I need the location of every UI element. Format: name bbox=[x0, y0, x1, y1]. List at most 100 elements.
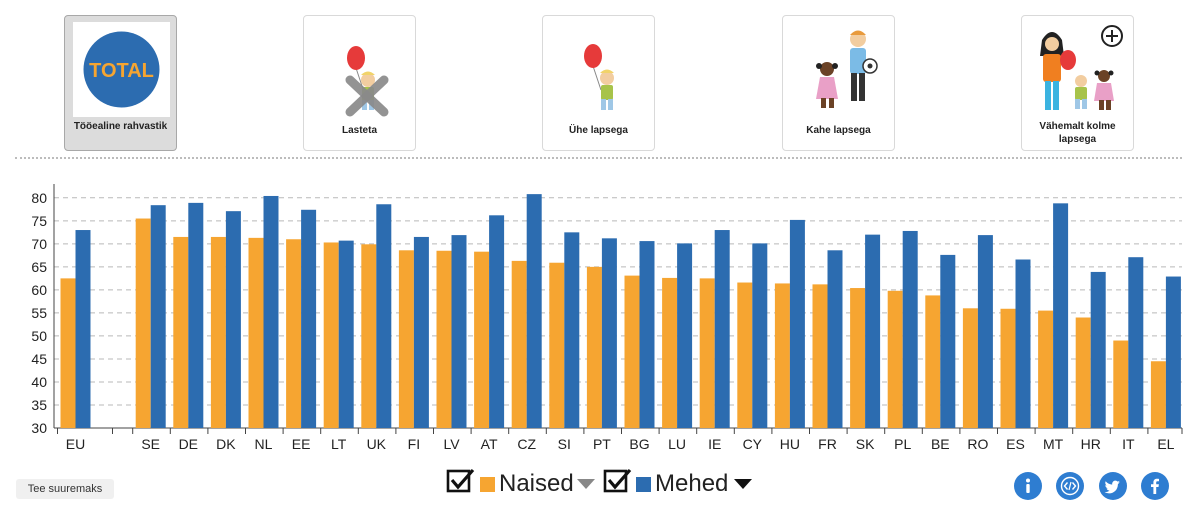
bar-naised-fi[interactable] bbox=[398, 250, 414, 428]
caret-down-icon[interactable] bbox=[734, 477, 752, 489]
tab-total[interactable]: TOTAL Tööealine rahvastik bbox=[64, 15, 177, 151]
y-tick-label: 55 bbox=[31, 305, 47, 321]
bar-mehed-lu[interactable] bbox=[677, 243, 693, 428]
x-tick-label-fi: FI bbox=[408, 436, 420, 452]
bar-mehed-el[interactable] bbox=[1165, 276, 1181, 428]
bar-mehed-cz[interactable] bbox=[526, 194, 542, 428]
bar-naised-pt[interactable] bbox=[586, 266, 602, 428]
bar-naised-be[interactable] bbox=[925, 295, 941, 428]
legend-item-mehed[interactable]: Mehed bbox=[603, 465, 763, 501]
one-child-icon bbox=[551, 22, 648, 117]
bar-naised-sk[interactable] bbox=[850, 288, 866, 428]
bar-mehed-nl[interactable] bbox=[263, 195, 279, 428]
x-tick-label-dk: DK bbox=[216, 436, 236, 452]
bar-naised-dk[interactable] bbox=[210, 236, 226, 428]
x-tick-label-uk: UK bbox=[367, 436, 387, 452]
bar-mehed-sk[interactable] bbox=[865, 234, 881, 428]
facebook-icon bbox=[1151, 478, 1159, 494]
bar-naised-de[interactable] bbox=[173, 236, 189, 428]
bar-mehed-ro[interactable] bbox=[977, 235, 993, 428]
info-button[interactable] bbox=[1014, 472, 1042, 500]
bar-mehed-bg[interactable] bbox=[639, 241, 655, 428]
bar-mehed-se[interactable] bbox=[150, 205, 166, 428]
bar-mehed-hr[interactable] bbox=[1090, 271, 1106, 428]
y-tick-label: 65 bbox=[31, 259, 47, 275]
bar-mehed-mt[interactable] bbox=[1053, 203, 1069, 428]
bar-naised-eu[interactable] bbox=[60, 278, 76, 428]
bar-naised-ie[interactable] bbox=[699, 278, 715, 428]
x-tick-label-ie: IE bbox=[708, 436, 721, 452]
bar-mehed-de[interactable] bbox=[188, 202, 204, 428]
caret-down-icon[interactable] bbox=[577, 477, 595, 489]
bar-naised-nl[interactable] bbox=[248, 237, 264, 428]
bar-mehed-lv[interactable] bbox=[451, 235, 467, 428]
checkbox-checked-icon[interactable] bbox=[603, 468, 633, 494]
bar-naised-hu[interactable] bbox=[774, 283, 790, 428]
bar-naised-es[interactable] bbox=[1000, 308, 1016, 428]
bar-mehed-es[interactable] bbox=[1015, 259, 1031, 428]
tab-kahe-lapsega[interactable]: Kahe lapsega bbox=[782, 15, 895, 151]
bar-mehed-at[interactable] bbox=[489, 215, 505, 428]
bar-naised-at[interactable] bbox=[474, 251, 490, 428]
bar-mehed-dk[interactable] bbox=[225, 211, 241, 428]
bar-mehed-it[interactable] bbox=[1128, 257, 1144, 428]
twitter-button[interactable] bbox=[1099, 472, 1127, 500]
legend-item-naised[interactable]: Naised bbox=[446, 465, 596, 501]
tab-lasteta[interactable]: Lasteta bbox=[303, 15, 416, 151]
bar-naised-el[interactable] bbox=[1150, 361, 1166, 428]
bar-mehed-ee[interactable] bbox=[301, 209, 317, 428]
bar-naised-pl[interactable] bbox=[887, 290, 903, 428]
x-tick-label-pt: PT bbox=[593, 436, 611, 452]
facebook-button[interactable] bbox=[1141, 472, 1169, 500]
x-tick-label-el: EL bbox=[1157, 436, 1174, 452]
bar-mehed-pt[interactable] bbox=[601, 238, 617, 428]
bar-naised-si[interactable] bbox=[549, 262, 565, 428]
checkbox-checked-icon[interactable] bbox=[446, 468, 476, 494]
bar-mehed-fi[interactable] bbox=[413, 236, 429, 428]
bar-mehed-ie[interactable] bbox=[714, 230, 730, 428]
bar-naised-fr[interactable] bbox=[812, 284, 828, 428]
bar-naised-se[interactable] bbox=[135, 218, 151, 428]
bar-mehed-fr[interactable] bbox=[827, 250, 843, 428]
bar-mehed-hu[interactable] bbox=[789, 219, 805, 428]
embed-button[interactable] bbox=[1056, 472, 1084, 500]
x-tick-label-ro: RO bbox=[967, 436, 988, 452]
bar-mehed-cy[interactable] bbox=[752, 243, 768, 428]
bar-naised-it[interactable] bbox=[1113, 340, 1129, 428]
x-tick-label-be: BE bbox=[931, 436, 950, 452]
bar-naised-cy[interactable] bbox=[737, 282, 753, 428]
total-badge-text: TOTAL bbox=[89, 60, 154, 82]
bar-naised-uk[interactable] bbox=[361, 244, 377, 428]
bar-mehed-be[interactable] bbox=[940, 254, 956, 428]
no-children-icon bbox=[312, 22, 409, 117]
tab-vahemalt-kolme-lapsega-label: Vähemalt kolme lapsega bbox=[1039, 121, 1116, 145]
bar-mehed-eu[interactable] bbox=[75, 230, 91, 428]
y-tick-label: 70 bbox=[31, 236, 47, 252]
bar-naised-mt[interactable] bbox=[1038, 310, 1054, 428]
code-icon bbox=[1060, 476, 1080, 496]
bar-naised-lv[interactable] bbox=[436, 250, 452, 428]
bar-naised-hr[interactable] bbox=[1075, 317, 1091, 428]
bar-naised-ro[interactable] bbox=[962, 308, 978, 428]
category-tabs: TOTAL Tööealine rahvastik Lasteta bbox=[0, 0, 1200, 160]
y-tick-label: 45 bbox=[31, 351, 47, 367]
x-tick-label-cz: CZ bbox=[517, 436, 536, 452]
x-tick-label-hr: HR bbox=[1081, 436, 1101, 452]
bar-naised-ee[interactable] bbox=[286, 239, 302, 428]
bar-mehed-lt[interactable] bbox=[338, 240, 354, 428]
y-tick-label: 35 bbox=[31, 397, 47, 413]
y-tick-label: 80 bbox=[31, 190, 47, 206]
bar-mehed-si[interactable] bbox=[564, 232, 580, 428]
tab-vahemalt-kolme-lapsega[interactable]: Vähemalt kolme lapsega bbox=[1021, 15, 1134, 151]
bar-naised-lt[interactable] bbox=[323, 242, 339, 428]
legend-label-mehed: Mehed bbox=[655, 470, 729, 497]
tab-uhe-lapsega[interactable]: Ühe lapsega bbox=[542, 15, 655, 151]
bar-mehed-uk[interactable] bbox=[376, 204, 392, 428]
bar-mehed-pl[interactable] bbox=[902, 230, 918, 428]
x-tick-label-bg: BG bbox=[629, 436, 649, 452]
bar-naised-cz[interactable] bbox=[511, 260, 527, 428]
x-tick-label-nl: NL bbox=[255, 436, 273, 452]
bar-naised-bg[interactable] bbox=[624, 275, 640, 428]
bar-naised-lu[interactable] bbox=[662, 277, 678, 428]
enlarge-button[interactable]: Tee suuremaks bbox=[16, 479, 114, 499]
